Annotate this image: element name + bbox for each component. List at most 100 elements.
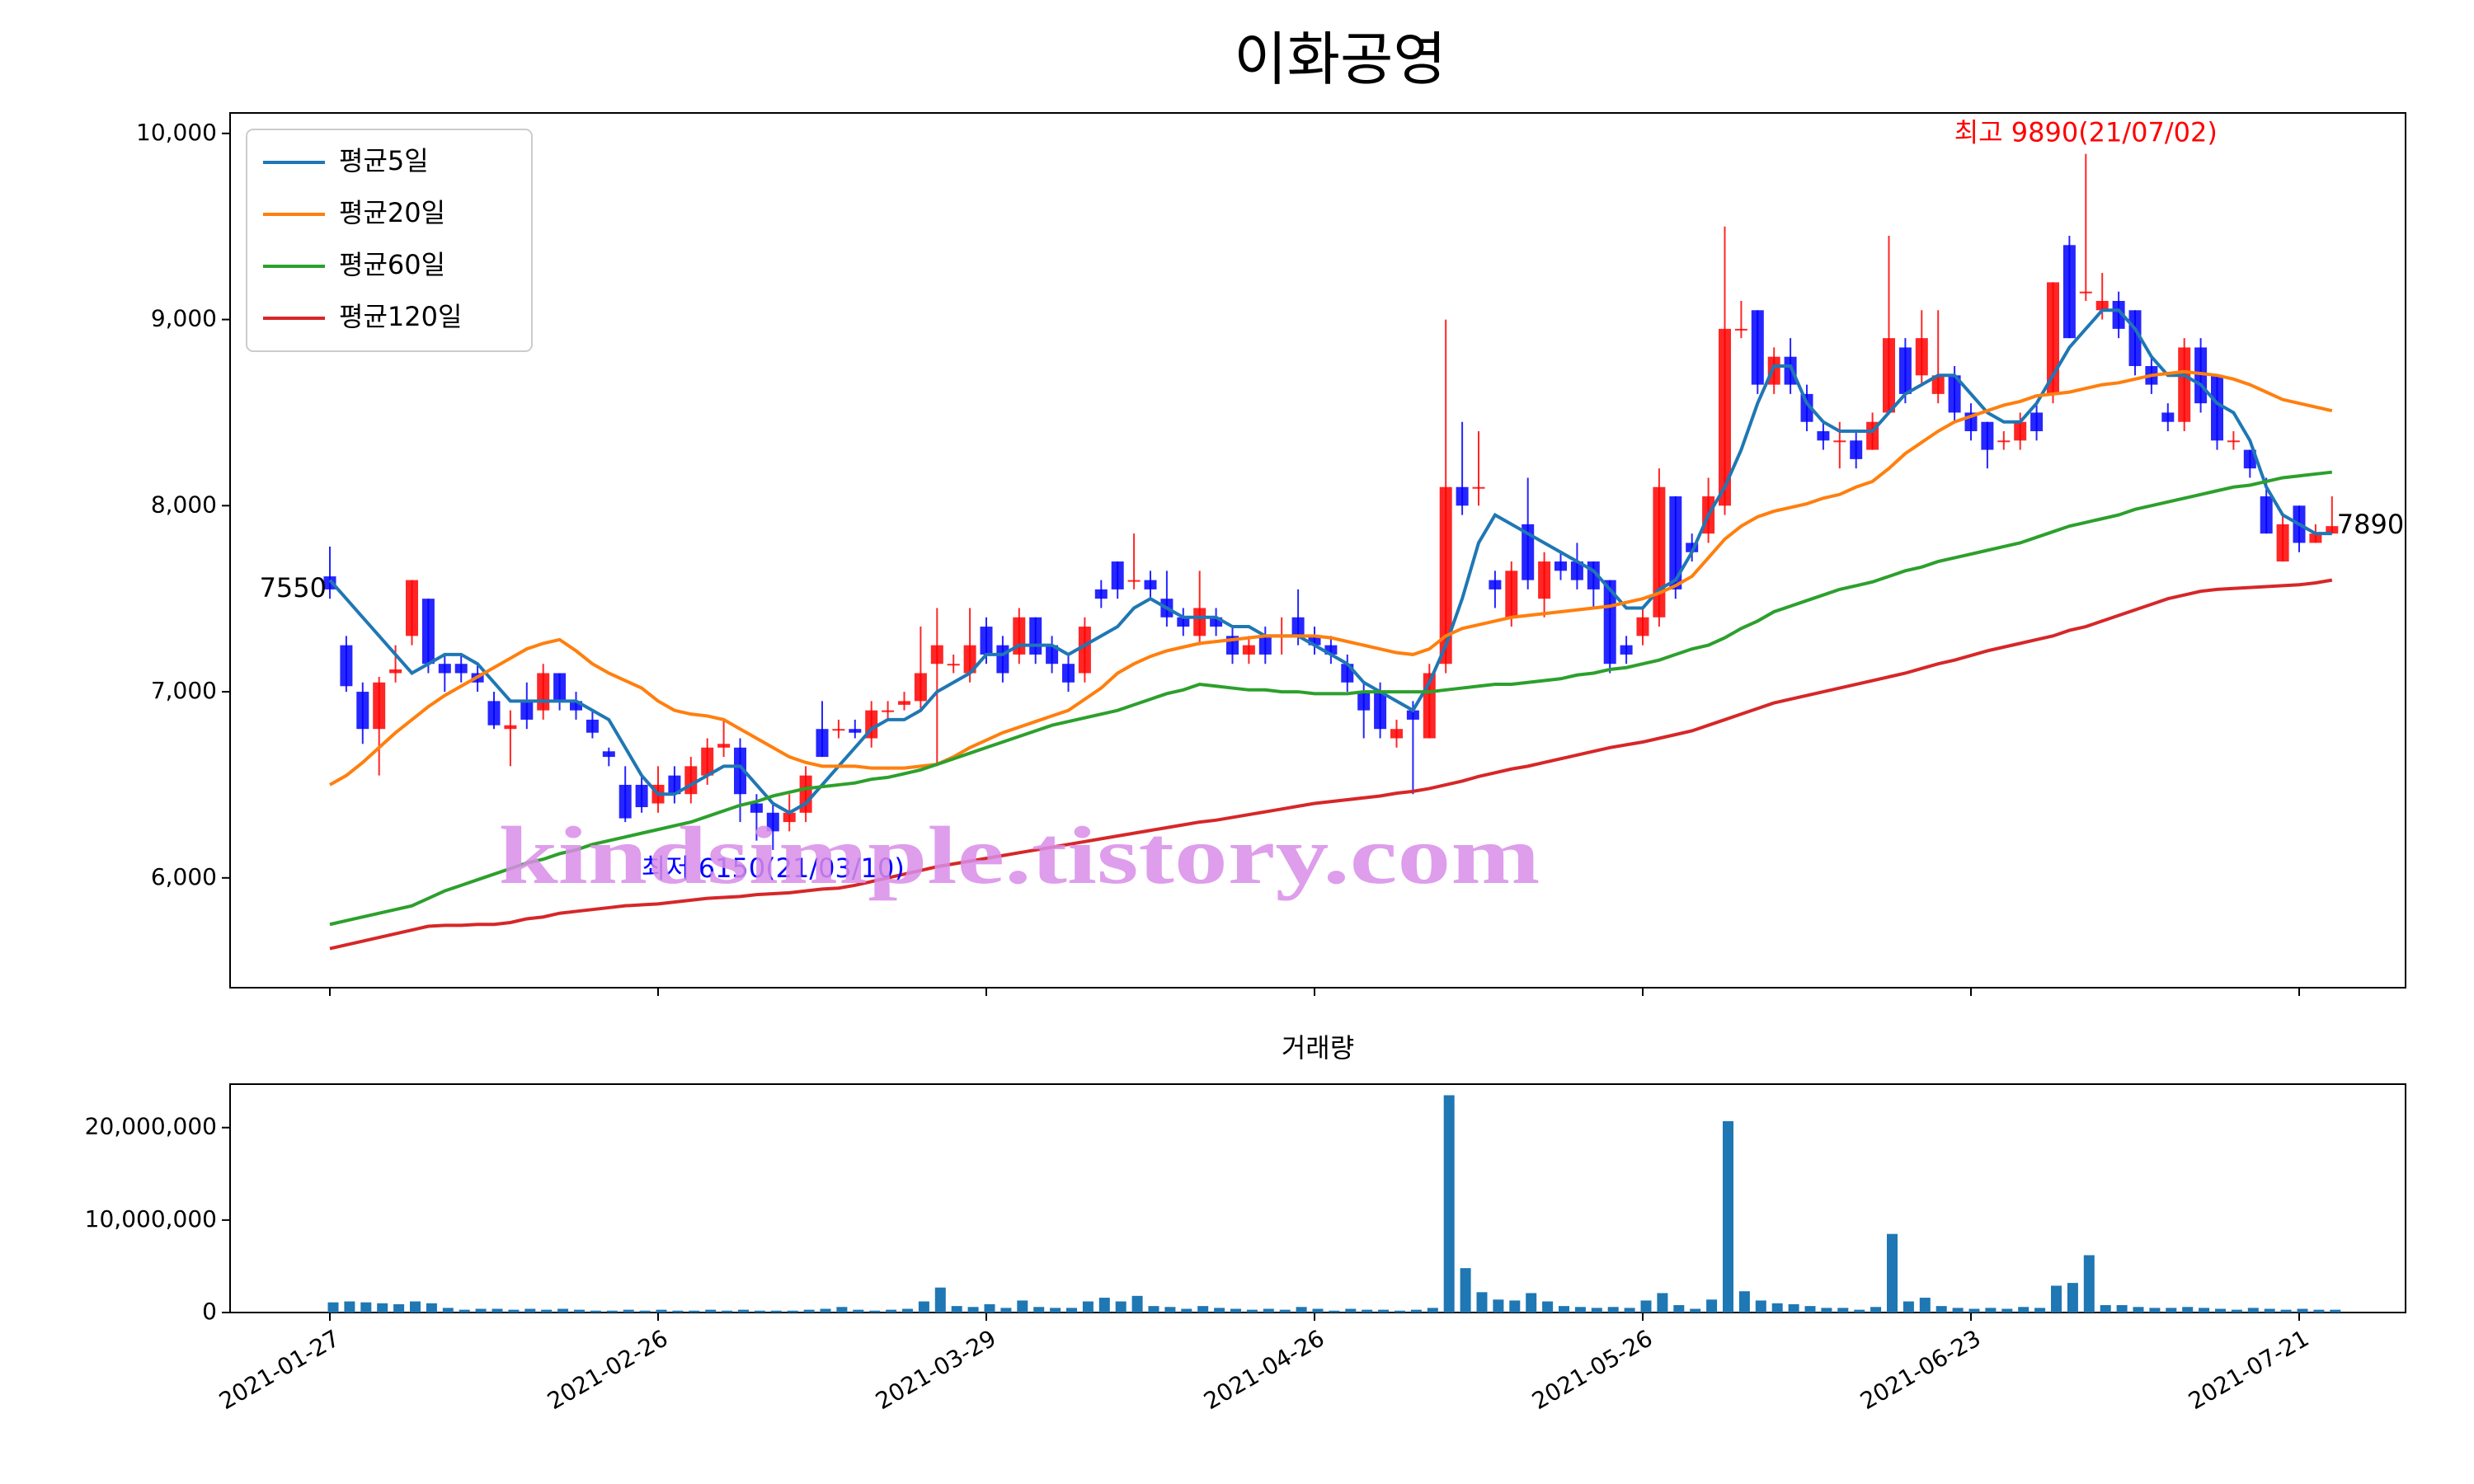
volume-bar — [459, 1309, 470, 1313]
candle-body — [389, 669, 402, 674]
volume-bar — [722, 1310, 733, 1313]
candle-body — [2014, 421, 2027, 441]
candle-body — [668, 775, 681, 795]
candle-body — [1653, 486, 1666, 618]
candle-body — [1242, 645, 1255, 655]
annotation: 최저 6150(21/03/10) — [642, 852, 905, 884]
volume-bar — [1066, 1308, 1077, 1313]
volume-bar — [1312, 1308, 1324, 1313]
volume-bar — [426, 1303, 437, 1313]
volume-bar — [1591, 1308, 1602, 1313]
volume-bar — [2264, 1308, 2275, 1313]
volume-bar — [886, 1309, 897, 1313]
candle-body — [750, 803, 763, 813]
volume-bar — [1181, 1308, 1192, 1313]
candle-body — [1406, 710, 1419, 720]
candle-body — [783, 812, 796, 823]
candle-body — [1078, 627, 1091, 674]
volume-bar — [1788, 1303, 1799, 1313]
annotation: 7890 — [2337, 509, 2404, 540]
volume-frame — [229, 1083, 2406, 1313]
candle-body — [2178, 347, 2191, 422]
volume-bar — [1657, 1293, 1668, 1313]
candle-body — [816, 729, 829, 758]
volume-bar — [2149, 1308, 2161, 1313]
volume-bar — [2215, 1308, 2226, 1313]
volume-bar — [2166, 1308, 2177, 1313]
candle-body — [1850, 440, 1863, 459]
candle-body — [2047, 282, 2059, 394]
volume-bar — [689, 1310, 700, 1313]
candle-body — [1144, 580, 1157, 589]
volume-bar — [738, 1309, 749, 1313]
candle-body — [1603, 580, 1616, 665]
candle-body — [520, 701, 534, 720]
volume-bar — [1115, 1301, 1126, 1313]
candle-body — [1669, 496, 1682, 589]
volume-bar — [1148, 1306, 1159, 1313]
candle-body — [1620, 645, 1633, 655]
volume-bar — [590, 1310, 601, 1313]
volume-bar — [1542, 1301, 1554, 1313]
candle-body — [947, 664, 960, 666]
candle-body — [373, 682, 386, 730]
candle-body — [1177, 617, 1190, 627]
volume-bar — [344, 1301, 355, 1313]
volume-bar — [902, 1308, 913, 1313]
volume-bar — [410, 1301, 421, 1313]
volume-bar — [770, 1310, 782, 1313]
volume-bar — [1410, 1309, 1422, 1313]
volume-bar — [1755, 1300, 1766, 1313]
candle-body — [2309, 533, 2322, 543]
volume-bar — [2297, 1308, 2308, 1313]
candle-body — [586, 719, 599, 733]
volume-bar — [327, 1302, 339, 1313]
candle-body — [537, 673, 550, 711]
candle-body — [766, 812, 779, 832]
candle-body — [1719, 328, 1731, 506]
volume-bar — [442, 1308, 454, 1313]
ma-line — [329, 578, 2333, 951]
volume-bar — [1985, 1308, 1997, 1313]
volume-bar — [639, 1310, 651, 1313]
annotation: 7550 — [260, 572, 327, 603]
volume-bar — [787, 1310, 798, 1313]
candle-body — [1734, 328, 1747, 331]
volume-bar — [1968, 1308, 1980, 1313]
volume-bar — [2330, 1309, 2341, 1313]
volume-bar — [1607, 1307, 1619, 1313]
volume-bar — [1476, 1292, 1488, 1313]
candle-body — [734, 747, 746, 795]
volume-bar — [1821, 1308, 1832, 1313]
y-tick-label: 7,000 — [151, 677, 217, 704]
candle-body — [1210, 617, 1223, 627]
candle-body — [454, 664, 468, 674]
y-tick-label: 10,000 — [136, 119, 217, 146]
candle-body — [717, 744, 731, 748]
chart-title: 이화공영 — [1234, 26, 1446, 93]
volume-bar — [1804, 1306, 1816, 1313]
candle-body — [1636, 617, 1649, 636]
volume-bar — [656, 1309, 667, 1313]
volume-bar — [2133, 1307, 2144, 1313]
volume-bar — [1345, 1308, 1357, 1313]
volume-bar — [951, 1306, 962, 1313]
volume-bar — [1870, 1307, 1882, 1313]
candle-body — [1522, 524, 1535, 580]
volume-bar — [2231, 1309, 2242, 1313]
x-tick-label: 2021-06-23 — [1856, 1324, 1985, 1415]
volume-bar — [574, 1309, 585, 1313]
candle-body — [1767, 356, 1780, 385]
candle-body — [1357, 692, 1371, 711]
candle-body — [898, 701, 910, 705]
volume-bar — [1395, 1310, 1405, 1313]
candle-body — [2211, 375, 2223, 441]
volume-bar — [1640, 1300, 1652, 1313]
candle-body — [1029, 617, 1042, 655]
ma-line — [329, 470, 2333, 927]
volume-bar — [672, 1310, 684, 1313]
candle-body — [1554, 561, 1567, 571]
volume-bar — [2199, 1308, 2210, 1313]
candle-body — [1833, 440, 1846, 443]
